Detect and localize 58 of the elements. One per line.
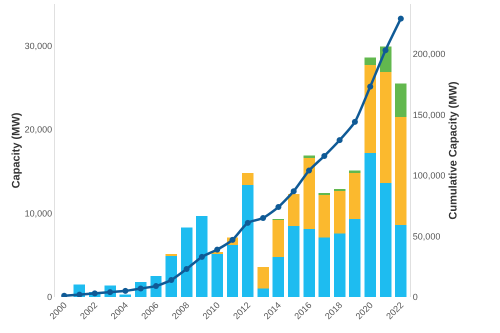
bar (120, 294, 132, 297)
bar (257, 288, 269, 297)
bar (364, 153, 376, 297)
point (367, 84, 374, 90)
bar (380, 72, 392, 184)
point (382, 47, 389, 54)
bar (303, 157, 315, 230)
bar (303, 229, 315, 297)
bar (349, 219, 361, 297)
y2-tick-label: 200,000 (412, 49, 446, 59)
point (336, 137, 343, 144)
bar (334, 233, 346, 297)
point (275, 204, 282, 210)
bar (334, 190, 346, 234)
y-tick-label: 10,000 (24, 208, 52, 218)
bar (288, 194, 300, 226)
y2-tick-label: 100,000 (412, 170, 446, 181)
point (198, 254, 205, 260)
point (184, 266, 190, 272)
point (352, 118, 358, 125)
y-tick-label: 20,000 (24, 124, 52, 135)
bar (288, 226, 300, 297)
point (260, 214, 266, 221)
y-axis-title: Capacity (MW) (10, 112, 23, 188)
y-tick-label: 30,000 (24, 41, 52, 52)
point (321, 152, 328, 159)
bar (196, 216, 208, 297)
bar (211, 253, 223, 297)
y2-axis-title: Cumulative Capacity (MW) (447, 81, 460, 220)
bar (318, 194, 330, 238)
y2-tick-label: 150,000 (412, 110, 446, 120)
bar (272, 220, 284, 257)
y2-tick-label: 0 (412, 292, 418, 302)
point (92, 290, 98, 296)
bar (349, 172, 361, 220)
point (290, 188, 297, 194)
bar (226, 245, 238, 297)
bar (242, 184, 254, 297)
point (306, 168, 312, 174)
bar (395, 84, 407, 118)
bar (395, 225, 407, 297)
bar (380, 183, 392, 297)
bar (272, 256, 284, 297)
point (398, 16, 404, 22)
bar (257, 266, 269, 289)
point (244, 220, 251, 226)
point (168, 276, 174, 283)
bar (318, 238, 330, 297)
point (214, 246, 220, 253)
bar (242, 173, 254, 185)
bar (364, 65, 376, 154)
bar (180, 228, 192, 297)
bar (364, 58, 376, 66)
y-tick-label: 0 (47, 292, 52, 302)
point (122, 288, 128, 294)
y2-tick-label: 50,000 (412, 231, 440, 242)
bar (395, 117, 407, 226)
point (76, 292, 82, 297)
